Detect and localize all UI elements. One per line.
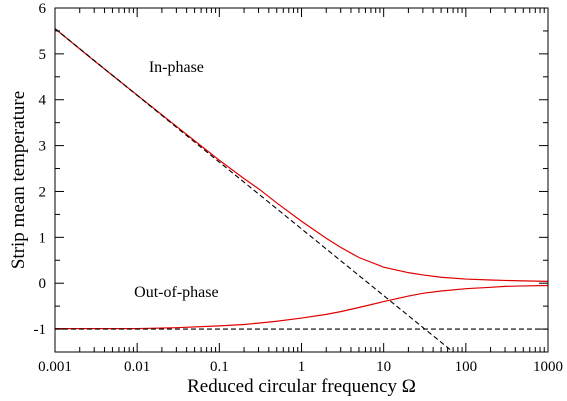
- tick-labels-layer: 0.001 0.01 0.1 1 10 100 1000 -1 0 1 2 3 4 5 6: [34, 1, 564, 375]
- series-line-0: [54, 28, 549, 282]
- x-tick-label: 100: [455, 359, 478, 375]
- x-tick-label: 0.1: [210, 359, 229, 375]
- y-tick-label: 4: [39, 93, 47, 109]
- y-axis-label: Strip mean temperature: [8, 91, 29, 269]
- ticks-layer: [54, 7, 549, 353]
- x-tick-label: 10: [376, 359, 391, 375]
- y-tick-label: -1: [34, 322, 47, 338]
- y-tick-label: 0: [39, 276, 47, 292]
- annotation-0: In-phase: [149, 59, 204, 76]
- annotations-layer: In-phase Out-of-phase: [134, 59, 218, 301]
- y-tick-label: 3: [39, 139, 47, 155]
- y-tick-label: 6: [39, 1, 47, 17]
- x-tick-label: 0.001: [38, 359, 72, 375]
- x-tick-label: 0.01: [124, 359, 150, 375]
- series-line-1: [55, 284, 549, 330]
- x-tick-label: 1000: [533, 359, 563, 375]
- y-tick-label: 2: [39, 184, 47, 200]
- x-axis-label: Reduced circular frequency Ω: [187, 376, 416, 397]
- x-tick-label: 1: [298, 359, 306, 375]
- annotation-1: Out-of-phase: [134, 284, 218, 301]
- series-line-2: [54, 28, 454, 353]
- series-layer: [54, 28, 549, 353]
- plot-frame: [54, 7, 549, 353]
- y-tick-label: 5: [39, 47, 47, 63]
- y-tick-label: 1: [39, 230, 47, 246]
